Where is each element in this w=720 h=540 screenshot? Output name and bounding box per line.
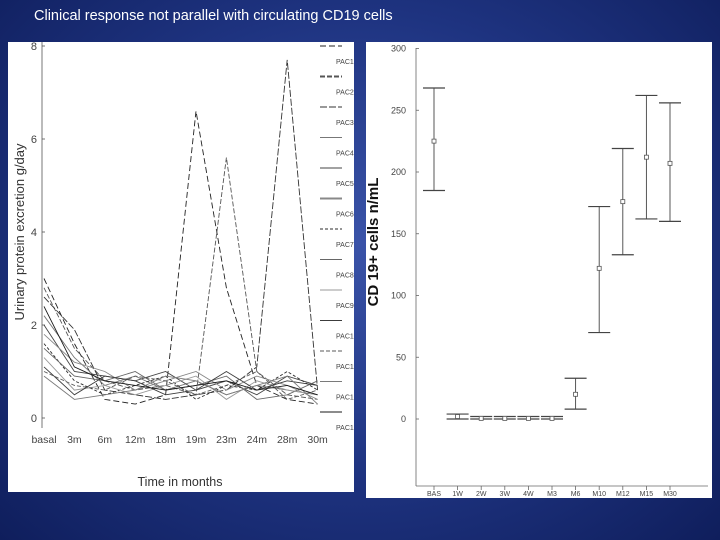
- x-tick-label: 24m: [247, 434, 268, 446]
- y-axis-label: CD 19+ cells n/mL: [366, 178, 382, 307]
- x-tick-label: 23m: [216, 434, 237, 446]
- slide-title: Clinical response not parallel with circ…: [34, 8, 393, 24]
- legend-entry-pac4: PAC4: [336, 151, 354, 158]
- y-tick-label: 250: [391, 105, 406, 115]
- y-tick-label: 0: [401, 414, 406, 424]
- y-tick-label: 4: [31, 227, 37, 239]
- x-tick-label: 3W: [500, 491, 511, 498]
- data-point: [620, 199, 626, 205]
- x-tick-label: 30m: [307, 434, 328, 446]
- y-tick-label: 6: [31, 134, 37, 146]
- x-tick-label: 18m: [155, 434, 176, 446]
- x-tick-label: BAS: [427, 491, 441, 498]
- data-point: [596, 265, 602, 271]
- legend-entry-pac2: PAC2: [336, 90, 354, 97]
- y-tick-label: 200: [391, 167, 406, 177]
- data-point: [502, 415, 508, 421]
- data-point: [573, 391, 579, 397]
- x-tick-label: M30: [663, 491, 677, 498]
- data-point: [643, 154, 649, 160]
- series-line-pac2: [43, 157, 318, 400]
- cd19-cells-error-chart: 0 50 100 150 200 250 300 CD 19+ cells n/mL BAS 1W…: [366, 44, 708, 498]
- x-tick-label: 4W: [523, 491, 534, 498]
- x-tick-label: 19m: [186, 434, 207, 446]
- y-tick-label: 150: [391, 229, 406, 239]
- legend-entry-pac1: PAC1: [336, 59, 354, 66]
- legend-entry-pac3: PAC3: [336, 120, 354, 127]
- x-tick-label: M10: [592, 491, 606, 498]
- series-line-pac13: [43, 306, 318, 396]
- legend-entry-pac5: PAC5: [336, 181, 354, 188]
- y-tick-label: 50: [396, 352, 406, 362]
- x-tick-label: 2W: [476, 491, 487, 498]
- data-point: [455, 414, 460, 419]
- series-line-pac1: [43, 111, 318, 405]
- x-tick-label: M12: [616, 491, 630, 498]
- x-tick-label: 6m: [98, 434, 113, 446]
- x-tick-label: basal: [31, 434, 56, 446]
- legend-entry-pac11: PAC11: [336, 364, 354, 371]
- y-tick-label: 300: [391, 44, 406, 54]
- legend-entry-pac12: PAC12: [336, 395, 354, 402]
- legend-entry-pac7: PAC7: [336, 242, 354, 249]
- y-axis-label: Urinary protein excretion g/day: [12, 143, 27, 321]
- urinary-protein-chart-panel: 0 2 4 6 8 Urinary protein excretion g/day basa…: [8, 42, 354, 492]
- data-point: [525, 415, 531, 421]
- data-point: [431, 138, 437, 144]
- data-point: [549, 415, 555, 421]
- data-point: [667, 160, 673, 166]
- cd19-cells-chart-panel: 0 50 100 150 200 250 300 CD 19+ cells n/mL BAS 1W…: [366, 42, 712, 498]
- y-tick-label: 0: [31, 413, 37, 425]
- x-axis-label: Time in months: [138, 475, 223, 489]
- series-line-pac3: [43, 59, 319, 400]
- y-tick-label: 2: [31, 320, 37, 332]
- x-tick-label: M15: [640, 491, 654, 498]
- legend-entry-pac6: PAC6: [336, 212, 354, 219]
- y-tick-label: 8: [31, 42, 37, 53]
- x-tick-label: M6: [571, 491, 581, 498]
- x-tick-label: 1W: [452, 491, 463, 498]
- x-tick-label: 12m: [125, 434, 146, 446]
- legend-entry-pac8: PAC8: [336, 273, 354, 280]
- x-tick-label: M3: [547, 491, 557, 498]
- legend-entry-pac9: PAC9: [336, 303, 354, 310]
- series-line-pac8: [43, 347, 318, 400]
- data-point: [478, 415, 484, 421]
- y-tick-label: 100: [391, 291, 406, 301]
- series-line-pac12: [43, 375, 318, 405]
- urinary-protein-line-chart: 0 2 4 6 8 Urinary protein excretion g/day basa…: [12, 42, 354, 489]
- x-tick-label: 28m: [277, 434, 298, 446]
- x-tick-label: 3m: [67, 434, 82, 446]
- legend-entry-pac13: PAC13: [336, 425, 354, 432]
